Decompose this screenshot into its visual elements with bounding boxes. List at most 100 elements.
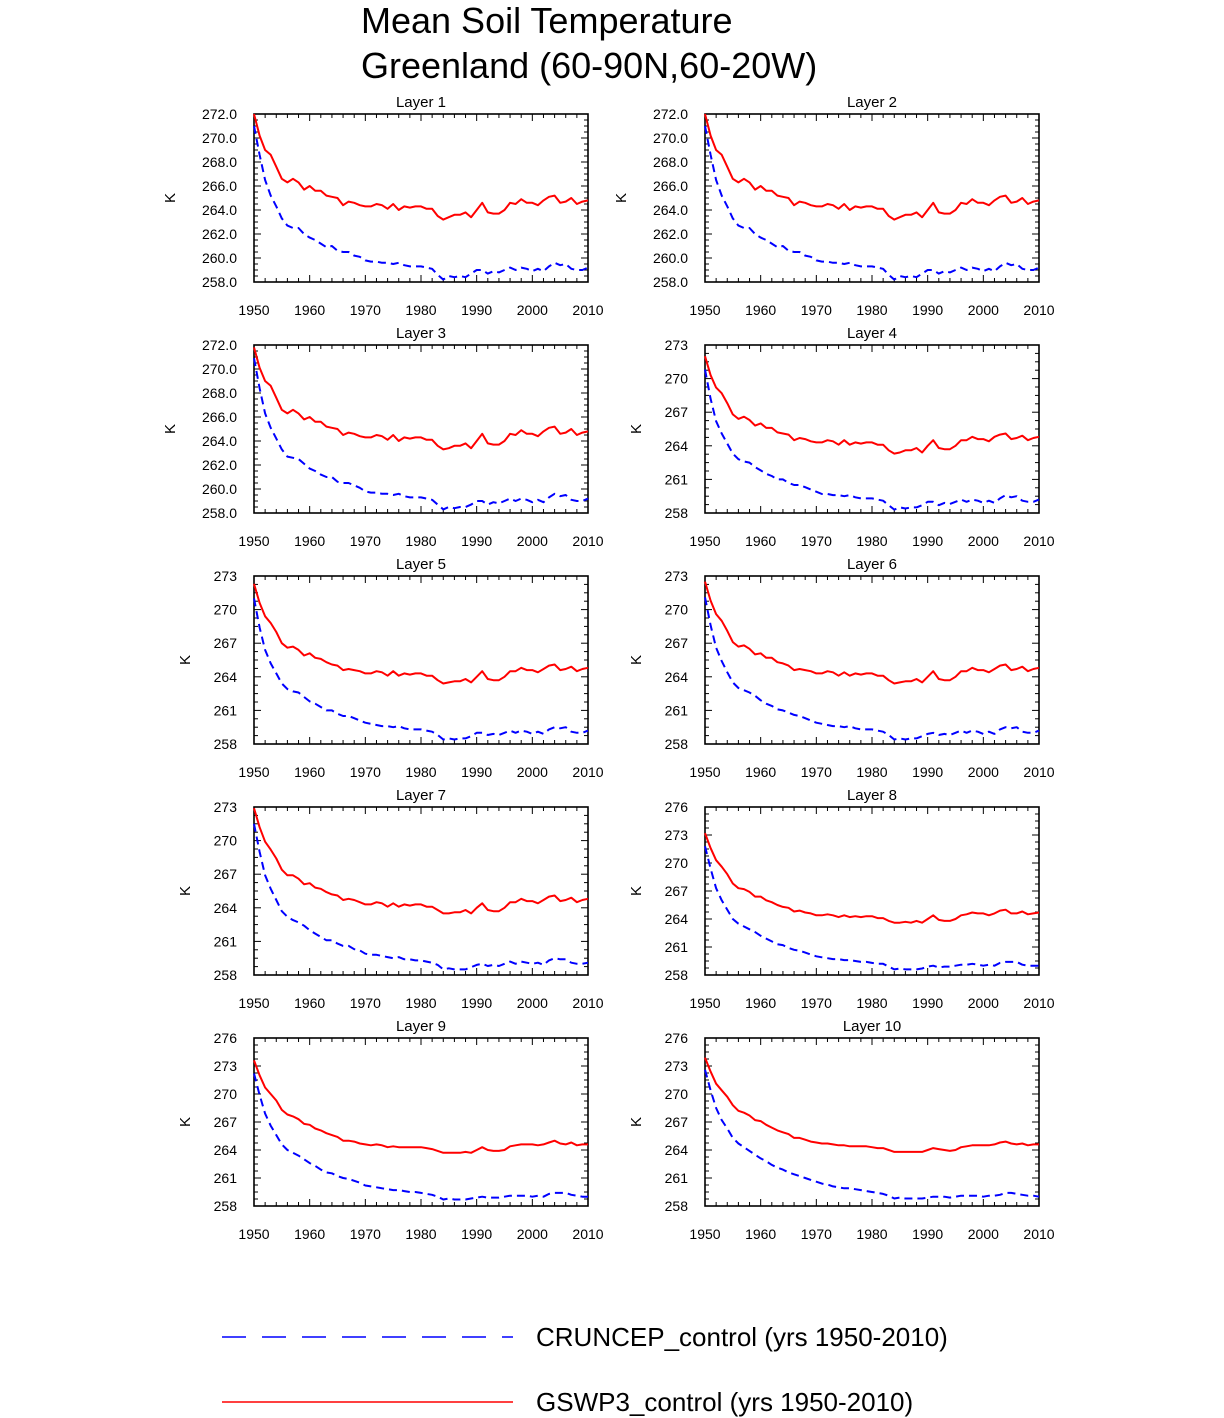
y-tick-label: 258 [665,505,689,521]
y-axis-label: K [628,886,645,896]
x-tick-label: 1990 [461,533,492,549]
x-tick-label: 1980 [405,302,436,318]
y-tick-label: 272.0 [202,337,237,353]
x-tick-label: 2000 [968,1226,999,1242]
y-tick-label: 270 [665,1086,689,1102]
x-tick-label: 1970 [801,302,832,318]
panel-2: Layer 2 K 1950 1960 1970 1980 1990 2000 2010 258.… [613,94,1055,318]
series-line-gswp3 [704,1057,1039,1153]
x-tick-label: 1980 [856,764,887,780]
y-tick-label: 270 [214,833,238,849]
y-axis-label: K [628,424,645,434]
panel-title: Layer 4 [847,325,897,342]
x-tick-label: 1950 [689,764,720,780]
y-tick-label: 264 [665,669,689,685]
x-tick-label: 1960 [745,1226,776,1242]
plot-frame [704,1037,1040,1207]
x-tick-label: 2000 [968,533,999,549]
y-tick-label: 261 [214,1170,238,1186]
x-tick-label: 1960 [294,302,325,318]
x-tick-label: 1950 [238,1226,269,1242]
y-tick-label: 270 [665,855,689,871]
y-tick-label: 261 [214,702,238,718]
y-axis-label: K [177,886,194,896]
y-tick-label: 270.0 [202,130,237,146]
y-tick-label: 261 [665,702,689,718]
y-axis-label: K [177,655,194,665]
x-tick-label: 1990 [912,302,943,318]
x-tick-label: 1960 [745,302,776,318]
y-tick-label: 264.0 [202,202,237,218]
x-tick-label: 2010 [1023,533,1054,549]
x-tick-label: 2010 [1023,995,1054,1011]
x-tick-label: 1960 [294,1226,325,1242]
y-tick-label: 258.0 [653,274,688,290]
x-tick-label: 1950 [238,533,269,549]
x-tick-label: 1950 [689,302,720,318]
y-tick-label: 270 [665,371,689,387]
panel-title: Layer 3 [396,325,446,342]
x-tick-label: 2010 [572,533,603,549]
panel-title: Layer 8 [847,787,897,804]
x-tick-label: 1970 [350,764,381,780]
panel-5: Layer 5 K 1950 1960 1970 1980 1990 2000 2010 258 2… [177,556,604,780]
x-tick-label: 2010 [1023,302,1054,318]
x-tick-label: 1980 [405,533,436,549]
plot-frame [253,113,589,283]
y-tick-label: 272.0 [653,106,688,122]
x-tick-label: 2010 [572,302,603,318]
y-tick-label: 264 [665,1142,689,1158]
y-tick-label: 262.0 [202,457,237,473]
panel-title: Layer 1 [396,94,446,111]
x-tick-label: 1990 [461,1226,492,1242]
series-line-cruncep [253,125,589,281]
x-tick-label: 1960 [294,533,325,549]
panel-3: Layer 3 K 1950 1960 1970 1980 1990 2000 2010 258.… [162,325,604,549]
x-tick-label: 1970 [350,302,381,318]
x-tick-label: 2000 [968,764,999,780]
y-tick-label: 273 [214,568,238,584]
y-tick-label: 273 [665,337,689,353]
x-tick-label: 2010 [1023,764,1054,780]
y-tick-label: 267 [665,404,689,420]
series-line-gswp3 [253,1060,588,1154]
y-tick-label: 258 [665,1198,689,1214]
y-tick-label: 267 [665,635,689,651]
y-tick-label: 264 [214,1142,238,1158]
plot-frame [704,575,1040,745]
panel-9: Layer 9 K 1950 1960 1970 1980 1990 2000 2010 258 2… [177,1018,604,1242]
plot-frame [253,344,589,514]
x-tick-label: 1980 [856,995,887,1011]
y-tick-label: 264 [214,900,238,916]
y-tick-label: 266.0 [202,409,237,425]
y-tick-label: 267 [665,1114,689,1130]
series-line-cruncep [704,125,1040,281]
y-tick-label: 268.0 [653,154,688,170]
x-tick-label: 1990 [912,764,943,780]
y-tick-label: 260.0 [202,481,237,497]
plot-frame [253,1037,589,1207]
y-tick-label: 276 [665,1030,689,1046]
x-tick-label: 1960 [745,764,776,780]
series-line-gswp3 [704,355,1040,455]
x-tick-label: 2000 [517,533,548,549]
x-tick-label: 2010 [572,764,603,780]
y-tick-label: 258 [214,1198,238,1214]
x-tick-label: 1970 [350,995,381,1011]
x-tick-label: 1970 [350,533,381,549]
y-tick-label: 258 [214,967,238,983]
y-tick-label: 262.0 [653,226,688,242]
y-tick-label: 270 [214,602,238,618]
y-tick-label: 267 [214,1114,238,1130]
plot-frame [704,806,1040,976]
x-tick-label: 1950 [238,995,269,1011]
x-tick-label: 1960 [745,533,776,549]
y-tick-label: 267 [214,635,238,651]
panel-8: Layer 8 K 1950 1960 1970 1980 1990 2000 2010 258 2… [628,787,1055,1011]
y-axis-label: K [628,655,645,665]
series-line-cruncep [253,1073,588,1201]
panel-title: Layer 9 [396,1018,446,1035]
panel-title: Layer 2 [847,94,897,111]
panel-6: Layer 6 K 1950 1960 1970 1980 1990 2000 2010 258 2… [628,556,1055,780]
x-tick-label: 1950 [238,764,269,780]
